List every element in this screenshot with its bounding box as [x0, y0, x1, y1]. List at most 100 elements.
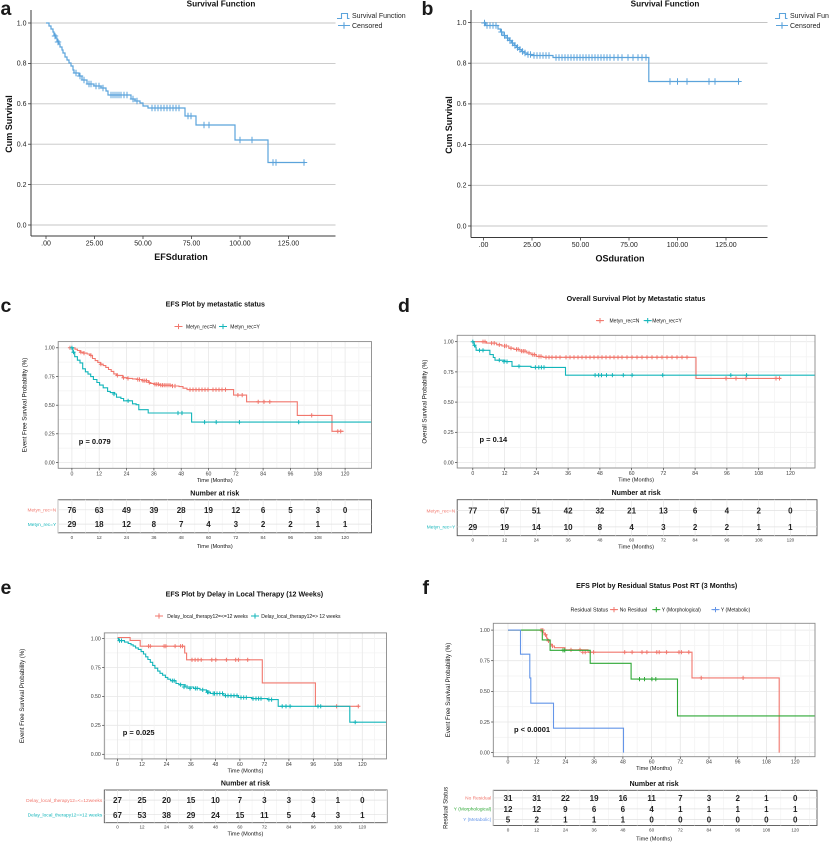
svg-text:1.0: 1.0 — [457, 20, 467, 27]
svg-text:2: 2 — [756, 507, 761, 516]
svg-text:120: 120 — [341, 535, 349, 540]
svg-text:Event Free Survival Probabilit: Event Free Survival Probability (%) — [445, 643, 452, 738]
svg-text:4: 4 — [649, 805, 654, 814]
svg-text:22: 22 — [561, 794, 570, 803]
svg-text:Time (Months): Time (Months) — [636, 837, 672, 843]
svg-text:Number at risk: Number at risk — [221, 781, 270, 788]
svg-text:0.25: 0.25 — [444, 430, 454, 436]
svg-text:Residual Status: Residual Status — [571, 607, 609, 613]
svg-text:1: 1 — [707, 805, 712, 814]
svg-text:96: 96 — [288, 535, 294, 540]
svg-text:76: 76 — [67, 506, 76, 515]
svg-text:31: 31 — [532, 794, 541, 803]
svg-text:84: 84 — [286, 762, 292, 768]
svg-text:72: 72 — [233, 471, 239, 477]
svg-text:0.6: 0.6 — [457, 101, 467, 108]
svg-text:12: 12 — [231, 506, 240, 515]
svg-text:84: 84 — [692, 471, 698, 477]
svg-text:Delay_local_therapy12=<=12week: Delay_local_therapy12=<=12weeks — [26, 798, 103, 804]
svg-text:Residual Status: Residual Status — [444, 787, 450, 829]
svg-text:2: 2 — [288, 520, 293, 529]
svg-text:Overall Survival Plot by Metas: Overall Survival Plot by Metastatic stat… — [567, 295, 706, 303]
svg-text:0: 0 — [793, 816, 798, 825]
svg-text:1.00: 1.00 — [444, 340, 454, 346]
svg-text:3: 3 — [316, 506, 321, 515]
svg-text:12: 12 — [504, 805, 513, 814]
svg-text:7: 7 — [678, 794, 683, 803]
svg-text:96: 96 — [735, 828, 741, 833]
svg-text:15: 15 — [186, 796, 195, 805]
svg-text:24: 24 — [533, 471, 539, 477]
svg-text:0.00: 0.00 — [91, 752, 101, 758]
svg-text:1: 1 — [336, 796, 341, 805]
svg-text:Survival Function: Survival Function — [187, 0, 256, 9]
svg-text:1.00: 1.00 — [91, 636, 101, 642]
svg-text:0: 0 — [707, 816, 712, 825]
svg-text:1: 1 — [343, 520, 348, 529]
svg-text:2: 2 — [735, 794, 740, 803]
svg-text:0.6: 0.6 — [17, 101, 27, 108]
svg-text:Censored: Censored — [352, 23, 382, 30]
svg-text:29: 29 — [186, 811, 195, 820]
svg-text:60: 60 — [206, 471, 212, 477]
svg-text:1: 1 — [360, 811, 365, 820]
svg-text:36: 36 — [592, 828, 598, 833]
svg-text:1: 1 — [735, 805, 740, 814]
svg-text:49: 49 — [122, 506, 131, 515]
svg-text:Survival Functi: Survival Functi — [790, 13, 829, 20]
svg-text:0: 0 — [472, 538, 475, 543]
svg-text:1: 1 — [756, 523, 761, 532]
svg-text:0: 0 — [649, 816, 654, 825]
svg-text:16: 16 — [618, 794, 627, 803]
svg-text:24: 24 — [164, 825, 170, 830]
svg-text:0: 0 — [793, 794, 798, 803]
svg-text:3: 3 — [661, 523, 666, 532]
svg-text:Time (Months): Time (Months) — [197, 544, 233, 550]
svg-text:Metyn_rec=Y: Metyn_rec=Y — [427, 525, 456, 531]
svg-text:7: 7 — [238, 796, 243, 805]
svg-text:Delay_local_therapy12=> 12 wee: Delay_local_therapy12=> 12 weeks — [261, 614, 341, 620]
svg-text:36: 36 — [591, 760, 597, 766]
svg-text:84: 84 — [260, 471, 266, 477]
svg-text:77: 77 — [468, 507, 477, 516]
svg-text:15: 15 — [235, 811, 244, 820]
svg-text:10: 10 — [564, 523, 573, 532]
svg-text:Time (Months): Time (Months) — [636, 766, 672, 772]
svg-text:4: 4 — [206, 520, 211, 529]
svg-text:0.25: 0.25 — [91, 723, 101, 729]
svg-text:e: e — [1, 577, 12, 599]
svg-text:84: 84 — [286, 825, 292, 830]
svg-text:Metyn_rec=N: Metyn_rec=N — [427, 508, 456, 514]
svg-text:2: 2 — [693, 523, 698, 532]
svg-text:19: 19 — [500, 523, 509, 532]
svg-text:.00: .00 — [479, 242, 489, 249]
svg-text:36: 36 — [188, 825, 194, 830]
svg-text:6: 6 — [261, 506, 266, 515]
svg-text:3: 3 — [311, 796, 316, 805]
svg-text:19: 19 — [204, 506, 213, 515]
svg-text:p = 0.14: p = 0.14 — [480, 435, 509, 444]
svg-text:Metyn_rec=Y: Metyn_rec=Y — [652, 318, 682, 324]
svg-text:1: 1 — [563, 816, 568, 825]
svg-text:108: 108 — [755, 538, 763, 543]
svg-text:48: 48 — [213, 825, 219, 830]
svg-text:0: 0 — [471, 471, 474, 477]
svg-text:96: 96 — [288, 471, 294, 477]
svg-text:0: 0 — [507, 760, 510, 766]
svg-text:25: 25 — [138, 796, 147, 805]
svg-text:c: c — [1, 295, 12, 317]
svg-text:120: 120 — [358, 762, 367, 768]
svg-text:EFS Plot by metastatic status: EFS Plot by metastatic status — [166, 301, 265, 309]
svg-text:0.8: 0.8 — [17, 61, 27, 68]
svg-text:24: 24 — [534, 538, 540, 543]
svg-text:48: 48 — [178, 471, 184, 477]
svg-text:6: 6 — [592, 805, 597, 814]
svg-text:Delay_local_therapy12=<=12 wee: Delay_local_therapy12=<=12 weeks — [167, 614, 248, 620]
svg-text:96: 96 — [735, 760, 741, 766]
svg-text:0.75: 0.75 — [444, 370, 454, 376]
svg-text:50.00: 50.00 — [134, 241, 152, 248]
svg-text:0.2: 0.2 — [457, 183, 467, 190]
svg-text:0.75: 0.75 — [480, 659, 490, 665]
svg-text:0: 0 — [764, 816, 769, 825]
svg-text:14: 14 — [532, 523, 541, 532]
